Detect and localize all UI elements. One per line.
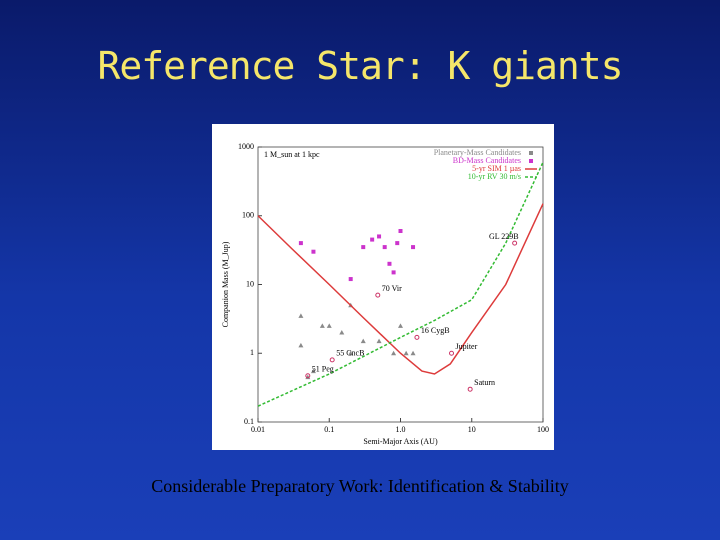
data-point: [403, 350, 409, 356]
data-point: [311, 249, 316, 254]
x-tick-label: 100: [537, 425, 549, 434]
data-point: [326, 323, 332, 328]
data-point: [382, 245, 387, 250]
data-point: [377, 234, 382, 239]
data-point: [361, 245, 366, 250]
data-point: [370, 237, 375, 242]
legend-swatch: [529, 151, 533, 155]
data-point: [391, 350, 397, 356]
y-axis-label: Companion Mass (M_Jup): [221, 241, 230, 327]
y-tick-label: 10: [246, 279, 254, 288]
data-point: [319, 323, 325, 328]
annotated-point: [467, 386, 473, 392]
note: 1 M_sun at 1 kpc: [264, 150, 320, 159]
data-point: [298, 313, 304, 318]
annotation: GL 229B: [489, 232, 519, 241]
data-point: [395, 241, 400, 246]
data-point: [348, 350, 354, 356]
legend-swatch: [529, 159, 533, 163]
x-axis-label: Semi-Major Axis (AU): [363, 437, 438, 446]
x-tick-label: 0.1: [324, 425, 334, 434]
data-point: [310, 368, 316, 374]
data-point: [391, 270, 396, 275]
y-tick-label: 1: [250, 348, 254, 357]
legend-label: 10-yr RV 30 m/s: [468, 172, 521, 181]
y-tick-label: 100: [242, 211, 254, 220]
slide-title: Reference Star: K giants: [97, 44, 623, 88]
data-point: [410, 350, 416, 356]
legend-label: 5-yr SIM 1 µas: [472, 164, 521, 173]
annotation: Jupiter: [456, 342, 478, 351]
annotated-point: [414, 334, 420, 340]
data-point: [398, 229, 403, 234]
data-point: [376, 338, 382, 344]
x-tick-label: 10: [468, 425, 476, 434]
data-point: [305, 374, 311, 380]
data-line: [257, 203, 544, 375]
y-tick-label: 0.1: [244, 417, 254, 426]
data-point: [298, 241, 303, 246]
y-tick-label: 1000: [238, 142, 254, 151]
data-point: [298, 342, 304, 348]
annotation: 16 CygB: [421, 326, 450, 335]
annotation: Saturn: [474, 378, 495, 387]
annotated-point: [305, 373, 311, 379]
data-point: [360, 338, 366, 344]
data-point: [411, 245, 416, 250]
annotated-point: [449, 350, 455, 356]
annotation: 55 CncB: [336, 349, 364, 358]
annotation: 51 Peg: [312, 365, 334, 374]
annotated-point: [512, 240, 518, 246]
annotation: 70 Vir: [382, 284, 402, 293]
caption: Considerable Preparatory Work: Identific…: [151, 476, 569, 496]
data-point: [398, 323, 403, 328]
x-tick-label: 0.01: [251, 425, 265, 434]
data-point: [339, 330, 345, 335]
annotated-point: [329, 357, 335, 363]
data-line: [257, 161, 544, 407]
data-point: [387, 261, 392, 266]
legend-label: BD-Mass Candidates: [453, 156, 521, 165]
data-point: [348, 277, 353, 282]
legend-label: Planetary-Mass Candidates: [434, 148, 521, 157]
annotated-point: [375, 292, 381, 298]
x-tick-label: 1.0: [396, 425, 406, 434]
